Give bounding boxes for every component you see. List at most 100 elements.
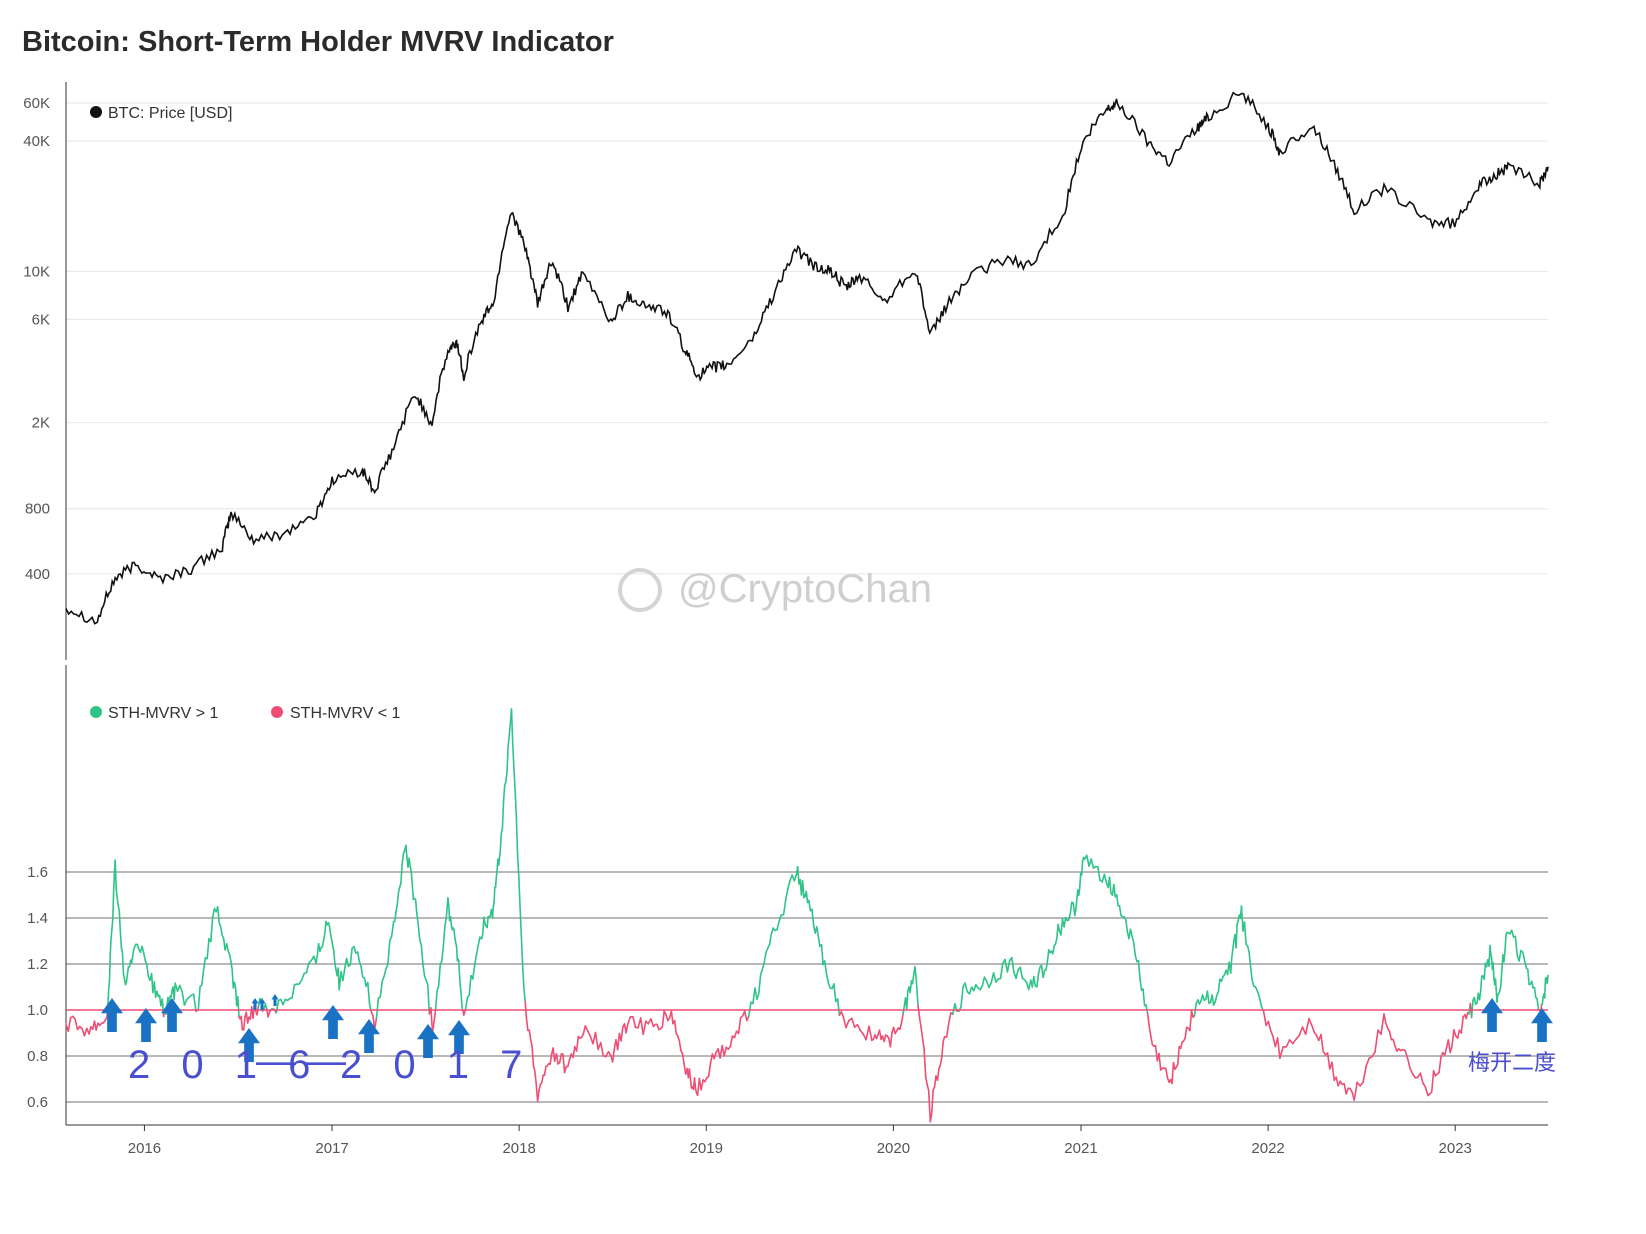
sth-mvrv-above-segment [112, 891, 115, 921]
top-y-tick-label: 800 [25, 501, 50, 518]
sth-mvrv-above-segment [1260, 1005, 1265, 1013]
sth-mvrv-above-segment [329, 933, 333, 941]
sth-mvrv-above-segment [1036, 972, 1040, 988]
sth-mvrv-above-segment [1249, 966, 1253, 982]
sth-mvrv-below-segment [1424, 1086, 1429, 1097]
sth-mvrv-above-segment [1054, 937, 1058, 945]
up-arrow-icon [1531, 1008, 1553, 1042]
sth-mvrv-above-segment [473, 954, 478, 967]
sth-mvrv-below-segment [850, 1017, 856, 1028]
sth-mvrv-below-segment [74, 1018, 79, 1031]
sth-mvrv-above-segment [1113, 883, 1116, 898]
sth-mvrv-below-segment [1409, 1067, 1414, 1075]
sth-mvrv-above-segment [1080, 860, 1084, 876]
bottom-y-tick-label: 1.6 [27, 864, 48, 881]
sth-mvrv-above-segment [173, 982, 176, 1001]
sth-mvrv-above-segment [1217, 978, 1221, 993]
sth-mvrv-above-segment [915, 980, 919, 1007]
sth-mvrv-below-segment [681, 1052, 685, 1065]
sth-mvrv-above-segment [1543, 977, 1547, 999]
sth-mvrv-below-segment [1419, 1072, 1424, 1084]
sth-mvrv-above-segment [414, 898, 418, 913]
sth-mvrv-above-segment [315, 953, 319, 965]
sth-mvrv-above-segment [483, 916, 486, 925]
sth-mvrv-below-segment [620, 1026, 624, 1042]
sth-mvrv-above-segment [393, 911, 397, 923]
sth-mvrv-above-segment [520, 934, 524, 963]
annotations: 2 0 1 6——2 0 1 7 梅开二度 [128, 1039, 1556, 1087]
sth-mvrv-below-segment [267, 1011, 271, 1018]
top-y-tick-label: 40K [23, 133, 50, 150]
sth-mvrv-above-segment [513, 766, 517, 793]
up-arrow-icon [258, 998, 266, 1010]
sth-mvrv-above-segment [518, 877, 521, 910]
sth-mvrv-below-segment [923, 1048, 927, 1078]
sth-mvrv-above-segment [332, 950, 336, 965]
sth-mvrv-above-segment [1531, 980, 1534, 989]
x-tick-label: 2023 [1439, 1140, 1472, 1157]
sth-mvrv-above-segment [291, 983, 296, 999]
sth-mvrv-above-segment [1037, 966, 1041, 975]
sth-mvrv-above-segment [508, 723, 512, 737]
sth-mvrv-below-segment [1179, 1041, 1183, 1050]
sth-mvrv-above-segment [118, 910, 122, 933]
sth-mvrv-above-segment [1258, 995, 1263, 1008]
sth-mvrv-above-segment [201, 968, 205, 986]
chart-title: Bitcoin: Short-Term Holder MVRV Indicato… [22, 26, 614, 58]
sth-mvrv-above-segment [1479, 975, 1483, 993]
sth-mvrv-below-segment [536, 1089, 540, 1102]
sth-mvrv-above-segment [1214, 994, 1218, 1003]
top-y-tick-label: 2K [32, 415, 50, 432]
sth-mvrv-below-segment [549, 1054, 553, 1065]
legend-dot-price [90, 106, 102, 118]
sth-mvrv-below-segment [917, 1004, 921, 1019]
sth-mvrv-below-segment [582, 1025, 587, 1035]
sth-mvrv-below-segment [639, 1017, 645, 1036]
sth-mvrv-above-segment [468, 974, 472, 997]
sth-mvrv-below-segment [1165, 1067, 1169, 1079]
x-tick-label: 2017 [315, 1140, 348, 1157]
legend-label-sth-below: STH-MVRV < 1 [290, 705, 401, 722]
sth-mvrv-above-segment [455, 945, 459, 962]
sth-mvrv-below-segment [1295, 1034, 1301, 1041]
sth-mvrv-above-segment [493, 886, 496, 905]
sth-mvrv-above-segment [453, 928, 456, 940]
sth-mvrv-below-segment [700, 1079, 704, 1091]
sth-mvrv-below-segment [865, 1025, 870, 1041]
sth-mvrv-above-segment [418, 939, 423, 947]
sth-mvrv-below-segment [525, 1017, 529, 1032]
sth-mvrv-below-segment [899, 1022, 903, 1031]
sth-mvrv-below-segment [1267, 1020, 1272, 1032]
sth-mvrv-above-segment [422, 964, 426, 978]
sth-mvrv-below-segment [945, 1022, 950, 1038]
sth-mvrv-below-segment [1177, 1045, 1180, 1065]
sth-mvrv-above-segment [408, 857, 412, 868]
sth-mvrv-above-segment [759, 968, 764, 976]
sth-mvrv-above-segment [387, 939, 391, 966]
sth-mvrv-above-segment [1492, 962, 1495, 979]
sth-mvrv-above-segment [358, 960, 362, 968]
sth-mvrv-above-segment [1473, 996, 1477, 1005]
sth-mvrv-above-segment [1052, 945, 1055, 955]
up-arrow-icon [135, 1008, 157, 1042]
sth-mvrv-below-segment [1292, 1038, 1297, 1045]
annotation-period-dash: —— [256, 1039, 356, 1083]
sth-mvrv-below-segment [594, 1031, 599, 1051]
sth-mvrv-above-segment [1499, 985, 1502, 992]
sth-mvrv-above-segment [409, 865, 413, 874]
sth-mvrv-below-segment [1189, 1010, 1193, 1032]
sth-mvrv-below-segment [889, 1031, 893, 1048]
sth-mvrv-above-segment [521, 961, 525, 988]
sth-mvrv-above-segment [1077, 887, 1081, 897]
up-arrow-icon [1481, 998, 1503, 1032]
sth-mvrv-above-segment [146, 964, 150, 978]
legend-dot-sth-above [90, 706, 102, 718]
sth-mvrv-above-segment [1019, 966, 1024, 980]
sth-mvrv-above-segment [459, 984, 462, 992]
sth-mvrv-below-segment [533, 1070, 538, 1085]
sth-mvrv-below-segment [707, 1062, 712, 1078]
sth-mvrv-above-segment [117, 905, 121, 912]
annotation-period-end: 2 0 1 7 [340, 1043, 532, 1087]
sth-mvrv-below-segment [737, 1016, 742, 1035]
sth-mvrv-above-segment [486, 915, 490, 929]
